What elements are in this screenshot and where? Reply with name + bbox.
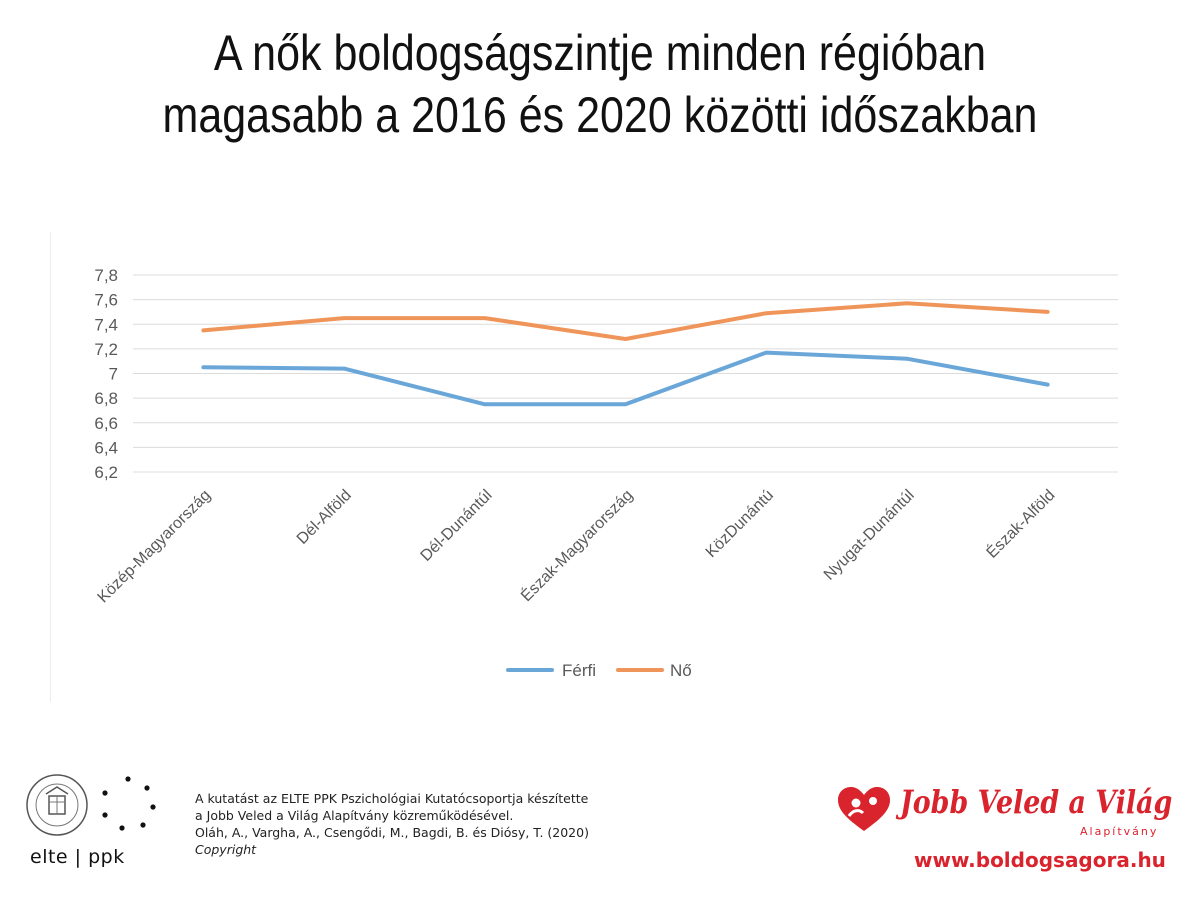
- line-chart: 7,8 7,6 7,4 7,2 7 6,8 6,6 6,4 6,2 Közép-Magyarors…: [94, 266, 1118, 680]
- y-tick-label: 6,8: [94, 389, 118, 408]
- legend-label: Férfi: [562, 661, 596, 680]
- x-tick-label: Közép-Magyarország: [95, 487, 215, 607]
- y-tick-label: 6,4: [94, 438, 118, 457]
- brand-subtitle: Alapítvány: [1080, 825, 1159, 838]
- y-tick-label: 7,8: [94, 266, 118, 285]
- y-tick-label: 7,6: [94, 291, 118, 310]
- credit-line-2: a Jobb Veled a Világ Alapítvány közreműk…: [195, 808, 514, 823]
- chart-title-line-2: magasabb a 2016 és 2020 közötti időszakb…: [162, 87, 1038, 143]
- heart-logo-icon: [836, 786, 892, 839]
- x-tick-label: KözDunántú: [703, 487, 777, 561]
- y-tick-label: 7: [109, 365, 118, 384]
- y-tick-label: 7,2: [94, 340, 118, 359]
- y-tick-label: 7,4: [94, 315, 118, 334]
- x-tick-label: Észak-Magyarország: [517, 485, 637, 605]
- legend-label: Nő: [670, 661, 692, 680]
- series-line-ferfi: [201, 350, 1050, 407]
- credit-line-1: A kutatást az ELTE PPK Pszichológiai Kut…: [195, 791, 589, 806]
- x-tick-label: Nyugat-Dunántúl: [821, 487, 918, 584]
- chart-frame-line: [50, 232, 51, 702]
- credit-line-3: Oláh, A., Vargha, A., Csengődi, M., Bagd…: [195, 825, 589, 840]
- x-tick-label: Észak-Alföld: [982, 485, 1058, 561]
- series-line-no: [201, 301, 1050, 341]
- elte-ppk-wordmark: elte | ppk: [30, 846, 125, 868]
- x-tick-label: Dél-Alföld: [294, 487, 355, 548]
- chart-title: A nők boldogságszintje minden régióban m…: [84, 22, 1116, 146]
- copyright-label: Copyright: [195, 842, 257, 857]
- chart-title-line-1: A nők boldogságszintje minden régióban: [213, 25, 987, 81]
- y-tick-label: 6,6: [94, 414, 118, 433]
- ppk-dots-logo: [98, 774, 158, 839]
- research-credit-note: A kutatást az ELTE PPK Pszichológiai Kut…: [195, 790, 589, 858]
- brand-name: Jobb Veled a Világ: [900, 783, 1173, 821]
- x-tick-label: Dél-Dunántúl: [418, 487, 496, 565]
- brand-url-link[interactable]: www.boldogsagora.hu: [914, 848, 1166, 872]
- elte-seal-logo: [24, 772, 90, 843]
- y-tick-label: 6,2: [94, 463, 118, 482]
